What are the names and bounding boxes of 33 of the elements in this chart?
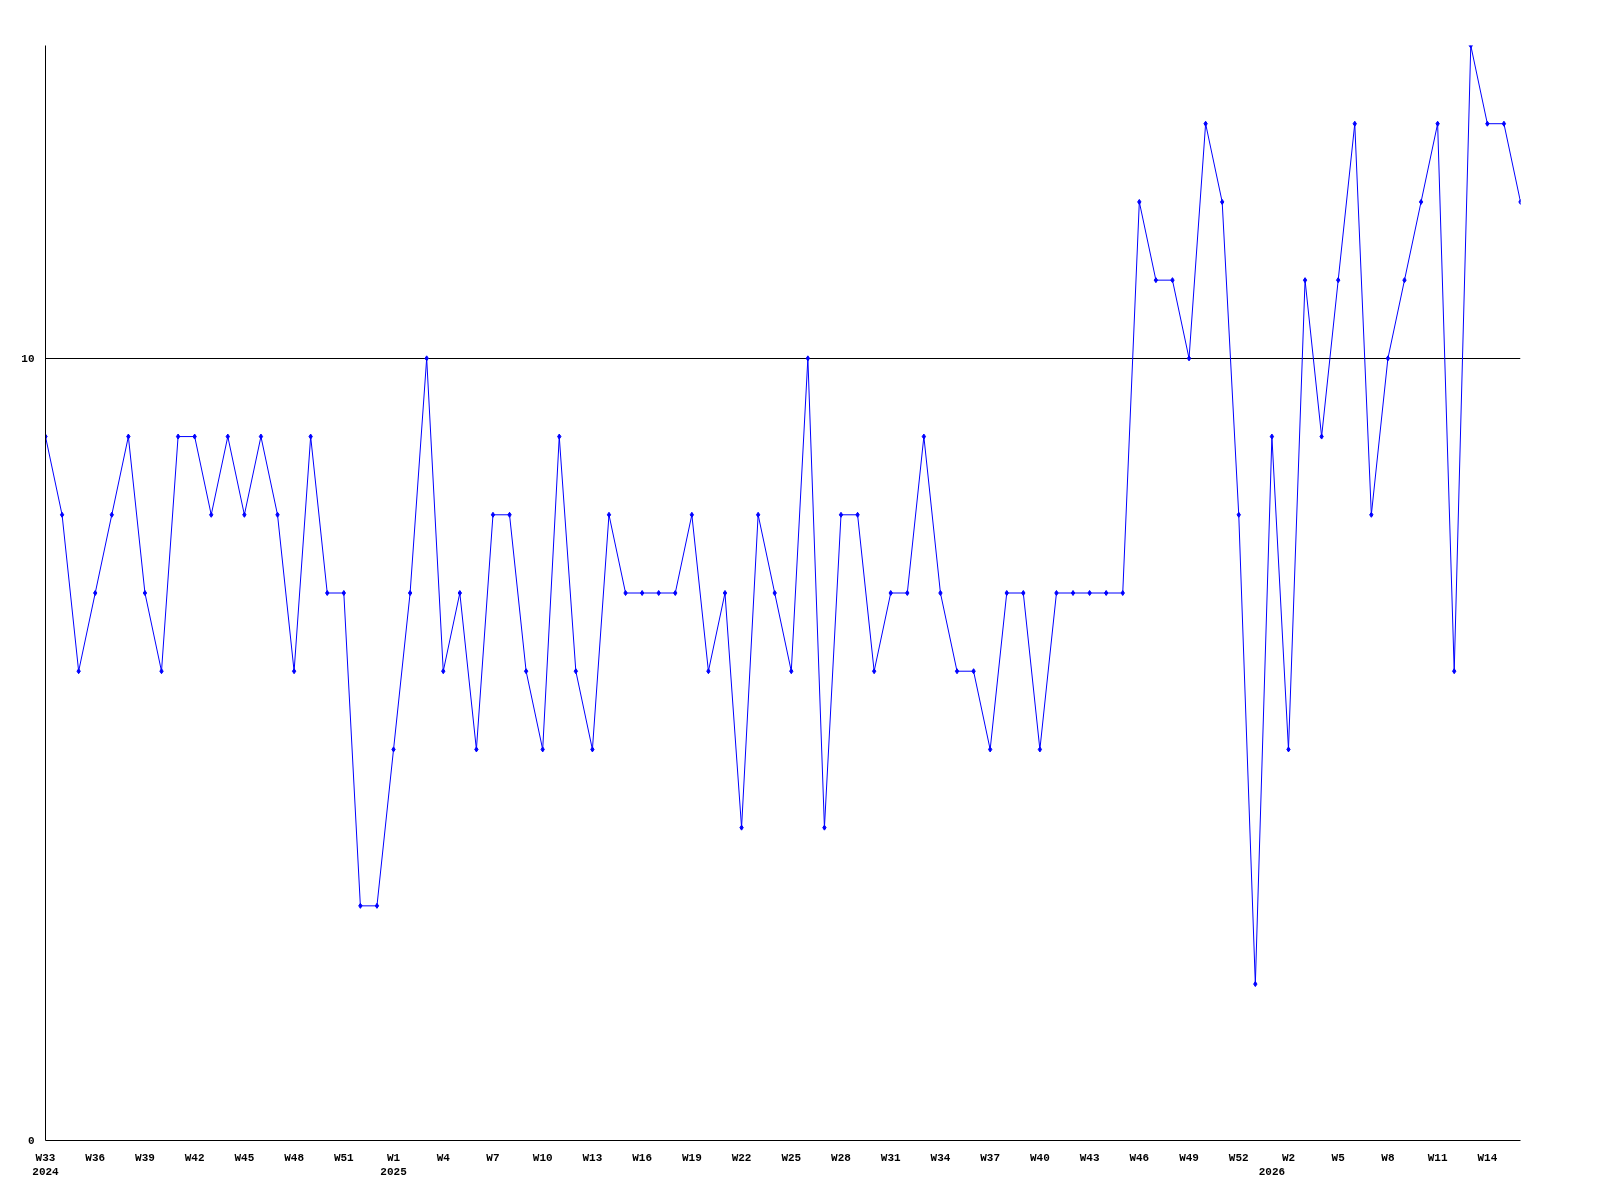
x-tick-label: W10 [532,1151,553,1164]
x-tick-label: W11 [1427,1151,1448,1164]
x-tick-label: W42 [184,1151,205,1164]
x-tick-label: W2 [1281,1151,1296,1164]
x-tick-label: W28 [831,1151,852,1164]
x-tick-label: W14 [1477,1151,1498,1164]
x-tick-label: W5 [1331,1151,1346,1164]
y-tick-label: 0 [27,1135,35,1147]
x-tick-label: W16 [632,1151,653,1164]
x-tick-label: W40 [1029,1151,1050,1164]
x-tick-label: 2026 [1258,1165,1286,1178]
x-tick-label: W33 2024 [32,1151,60,1178]
x-tick-label: W22 [731,1151,752,1164]
x-tick-label: W51 [333,1151,355,1164]
x-tick-label: W37 [980,1151,1001,1164]
x-tick-label: W13 [582,1151,603,1164]
x-tick-label: W4 [436,1151,451,1164]
x-tick-label: W25 [781,1151,802,1164]
x-tick-label: W46 [1129,1151,1150,1164]
x-tick-label: W43 [1079,1151,1100,1164]
x-tick-label: W48 [284,1151,305,1164]
x-tick-label: W52 [1228,1151,1249,1164]
x-tick-label: W49 [1179,1151,1199,1164]
x-tick-label: W8 [1381,1151,1395,1164]
x-tick-label: W45 [234,1151,255,1164]
x-tick-label: W34 [930,1151,951,1164]
x-tick-label: W1 2025 [380,1151,408,1178]
x-tick-label: W39 [135,1151,155,1164]
x-tick-label: W31 [880,1151,902,1164]
y-tick-label: 10 [21,352,35,365]
x-tick-label: W19 [681,1151,702,1164]
x-tick-label: W36 [85,1151,106,1164]
x-tick-label: W7 [486,1151,500,1164]
